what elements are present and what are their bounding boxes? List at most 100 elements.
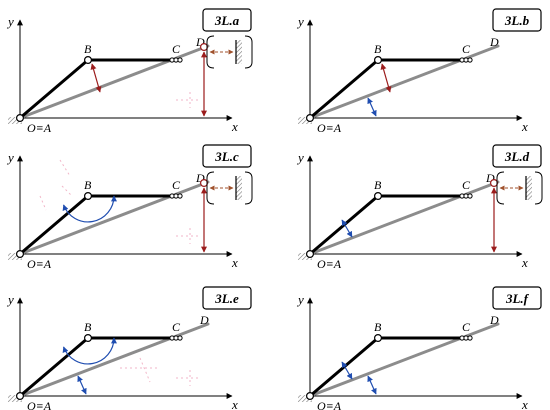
joint-o: [306, 391, 315, 400]
panel-3l-c: y x B C D O≡A 3L.c: [6, 144, 253, 271]
joint-b: [83, 191, 92, 200]
link-ob: [18, 58, 90, 120]
ground-hatch: [298, 117, 312, 124]
label-b: B: [84, 320, 92, 334]
label-d: D: [489, 35, 499, 49]
wall-bracket: [244, 171, 253, 205]
panel-badge: [492, 8, 542, 32]
wall-bracket: [534, 171, 543, 205]
wall-bracket: [206, 35, 215, 69]
joint-o: [16, 249, 25, 258]
joint-o: [306, 113, 315, 122]
panel-3l-b: y x B C D O≡A 3L.b: [296, 8, 542, 135]
angle-arrow-axis: [77, 375, 87, 395]
label-c: C: [172, 42, 181, 56]
label-d: D: [199, 313, 209, 327]
faint-mark: [176, 370, 200, 386]
label-origin: O≡A: [27, 257, 52, 271]
line-od: [308, 180, 500, 256]
line-od: [308, 322, 500, 398]
angle-arrow-link: [62, 195, 117, 223]
label-origin: O≡A: [27, 399, 52, 410]
ground-hatch: [298, 253, 312, 260]
label-origin: O≡A: [317, 121, 342, 135]
slider-roller: [177, 335, 183, 341]
slider-roller: [177, 57, 183, 63]
joint-d: [200, 42, 209, 51]
y-axis-label: y: [296, 292, 304, 307]
y-axis-label: y: [296, 150, 304, 165]
faint-marks: [120, 357, 200, 386]
panel-badge-label: 3L.b: [504, 13, 530, 28]
ground-hatch: [8, 395, 22, 402]
link-offset-arrow: [341, 219, 353, 238]
wall-bracket: [206, 171, 215, 205]
joint-b: [373, 191, 382, 200]
y-axis-label: y: [6, 150, 14, 165]
label-c: C: [462, 42, 471, 56]
line-od: [18, 44, 210, 120]
ground-hatch: [8, 253, 22, 260]
link-ob: [308, 58, 380, 120]
wall-bracket: [244, 35, 253, 69]
label-b: B: [374, 42, 382, 56]
panel-badge-label: 3L.e: [214, 291, 239, 306]
panel-badge-label: 3L.f: [505, 291, 530, 306]
panel-3l-d: y x B C D O≡A 3L.d: [296, 144, 543, 271]
slider-roller: [467, 193, 473, 199]
wall-hatch: [236, 40, 242, 64]
link-ob: [308, 336, 380, 398]
label-b: B: [374, 178, 382, 192]
angle-arrow-axis: [367, 97, 377, 117]
panel-badge: [202, 144, 252, 168]
line-od: [18, 322, 210, 398]
label-d: D: [195, 171, 205, 185]
panel-3l-e: y x B C D O≡A 3L.e: [6, 286, 252, 410]
label-b: B: [84, 178, 92, 192]
wall-hatch: [236, 176, 242, 200]
panel-badge: [492, 144, 542, 168]
faint-marks: [176, 92, 200, 108]
ground-hatch: [298, 395, 312, 402]
label-c: C: [172, 320, 181, 334]
ground-hatch: [8, 117, 22, 124]
link-offset-arrow: [380, 63, 392, 93]
faint-mark: [176, 92, 200, 108]
joint-d: [490, 178, 499, 187]
label-b: B: [374, 320, 382, 334]
joint-o: [306, 249, 315, 258]
label-c: C: [462, 320, 471, 334]
link-ob: [308, 194, 380, 256]
label-origin: O≡A: [317, 257, 342, 271]
label-d: D: [195, 35, 205, 49]
angle-arrow-link: [62, 337, 117, 365]
faint-marks: [39, 159, 200, 244]
panel-badge-label: 3L.d: [504, 149, 530, 164]
joint-b: [373, 55, 382, 64]
joint-b: [83, 333, 92, 342]
angle-arrow-axis: [367, 375, 377, 395]
joint-b: [83, 55, 92, 64]
label-d: D: [485, 171, 495, 185]
label-origin: O≡A: [317, 399, 342, 410]
label-origin: O≡A: [27, 121, 52, 135]
panel-3l-f: y x B C D O≡A 3L.f: [296, 286, 542, 410]
y-axis-label: y: [296, 14, 304, 29]
slider-roller: [467, 57, 473, 63]
y-axis-label: y: [6, 292, 14, 307]
joint-o: [16, 113, 25, 122]
link-offset-arrow: [90, 63, 102, 93]
panel-badge-label: 3L.c: [214, 149, 239, 164]
label-d: D: [489, 313, 499, 327]
x-axis-label: x: [231, 397, 238, 410]
faint-mark: [39, 159, 73, 211]
wall-hatch: [526, 176, 532, 200]
joint-b: [373, 333, 382, 342]
label-b: B: [84, 42, 92, 56]
link-ob: [18, 336, 90, 398]
line-od: [18, 180, 210, 256]
label-c: C: [462, 178, 471, 192]
joint-o: [16, 391, 25, 400]
faint-mark: [120, 357, 160, 383]
